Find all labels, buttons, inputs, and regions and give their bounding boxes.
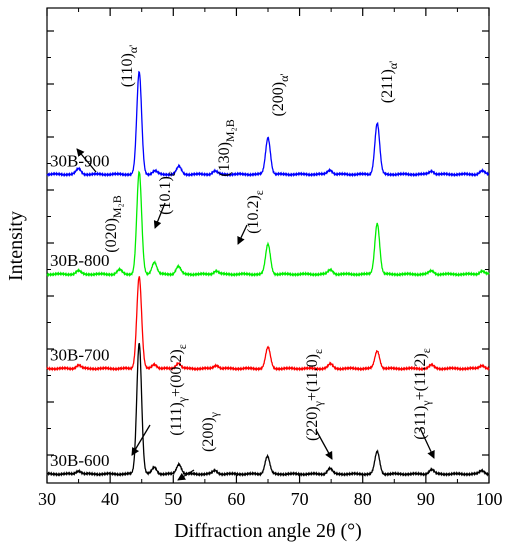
miller-index: (10.2) bbox=[245, 195, 262, 234]
miller-index: (211) bbox=[379, 69, 396, 103]
phase-subscript: α' bbox=[126, 45, 140, 53]
peak-annotation: (111)γ+(00.2)ε bbox=[168, 344, 189, 436]
series-line-30b-900 bbox=[46, 70, 490, 178]
series-label-30b-900: 30B-900 bbox=[50, 151, 110, 170]
phase-subscript: ε bbox=[419, 348, 433, 353]
annotation-arrow bbox=[419, 427, 435, 459]
miller-index: +(11.0) bbox=[304, 354, 321, 401]
x-tick-label: 70 bbox=[291, 489, 309, 509]
peak-annotation: (020)M₂B bbox=[103, 195, 124, 253]
miller-index: +(11.2) bbox=[412, 353, 429, 400]
annotation-layer: (110)α'(130)M₂B(200)α' (211)α'(020)M₂B (10… bbox=[76, 45, 435, 481]
phase-subscript: γ bbox=[419, 400, 433, 407]
peak-annotation: (200)α' bbox=[270, 73, 291, 116]
annotation-arrow bbox=[177, 469, 195, 481]
phase-subscript: γ bbox=[311, 400, 325, 407]
phase-subscript: α' bbox=[386, 61, 400, 69]
x-tick-label: 90 bbox=[417, 489, 435, 509]
x-tick-label: 80 bbox=[354, 489, 372, 509]
phase-subscript: M₂B bbox=[110, 195, 124, 218]
miller-index: (311) bbox=[412, 406, 429, 440]
peak-annotation: (311)γ+(11.2)ε bbox=[412, 348, 433, 440]
miller-index: +(00.2) bbox=[168, 349, 185, 397]
miller-index: (110) bbox=[119, 53, 136, 87]
phase-subscript: ε bbox=[311, 349, 325, 354]
peak-annotation: (10.2)ε bbox=[245, 190, 266, 234]
phase-subscript: γ bbox=[175, 396, 189, 403]
x-tick-label: 60 bbox=[227, 489, 245, 509]
series-label-30b-800: 30B-800 bbox=[50, 251, 110, 270]
x-tick-label: 40 bbox=[101, 489, 119, 509]
annotation-arrow bbox=[315, 429, 333, 460]
miller-index: (220) bbox=[304, 406, 321, 441]
phase-subscript: M₂B bbox=[223, 119, 237, 142]
miller-index: (130) bbox=[216, 142, 233, 177]
annotation-arrow bbox=[131, 424, 151, 456]
series-line-30b-600 bbox=[46, 342, 490, 478]
miller-index: (111) bbox=[168, 402, 185, 435]
label-layer: 30B-900 30B-800 30B-700 30B-600 bbox=[50, 151, 110, 470]
series-layer bbox=[46, 70, 490, 478]
peak-annotation: (130)M₂B bbox=[216, 119, 237, 177]
annotation-arrow bbox=[153, 202, 166, 229]
phase-subscript: α' bbox=[277, 73, 291, 81]
axes-layer: 30 40 50 60 70 80 90 100 bbox=[38, 8, 503, 509]
x-axis-label: Diffraction angle 2θ (°) bbox=[174, 520, 362, 542]
phase-subscript: ε bbox=[164, 171, 178, 176]
series-label-30b-600: 30B-600 bbox=[50, 451, 110, 470]
miller-index: (200) bbox=[270, 82, 287, 117]
peak-annotation: (110)α' bbox=[119, 45, 140, 88]
x-tick-label: 30 bbox=[38, 489, 56, 509]
x-tick-label: 50 bbox=[164, 489, 182, 509]
peak-annotation: (10.1)ε bbox=[157, 171, 178, 215]
phase-subscript: ε bbox=[175, 344, 189, 349]
peak-annotation: (211)α' bbox=[379, 61, 400, 104]
miller-index: (020) bbox=[103, 218, 120, 253]
y-axis-label: Intensity bbox=[5, 211, 27, 281]
miller-index: (10.1) bbox=[157, 176, 174, 215]
series-line-30b-800 bbox=[46, 170, 490, 278]
x-tick-label: 100 bbox=[476, 489, 503, 509]
annotation-arrow bbox=[76, 148, 97, 173]
peak-annotation: (220)γ+(11.0)ε bbox=[304, 349, 325, 441]
series-label-30b-700: 30B-700 bbox=[50, 346, 110, 365]
peak-annotation: (200)γ bbox=[200, 411, 221, 452]
phase-subscript: γ bbox=[207, 411, 221, 418]
series-line-30b-700 bbox=[46, 276, 490, 372]
phase-subscript: ε bbox=[252, 190, 266, 195]
annotation-arrow bbox=[237, 224, 248, 245]
miller-index: (200) bbox=[200, 417, 217, 452]
